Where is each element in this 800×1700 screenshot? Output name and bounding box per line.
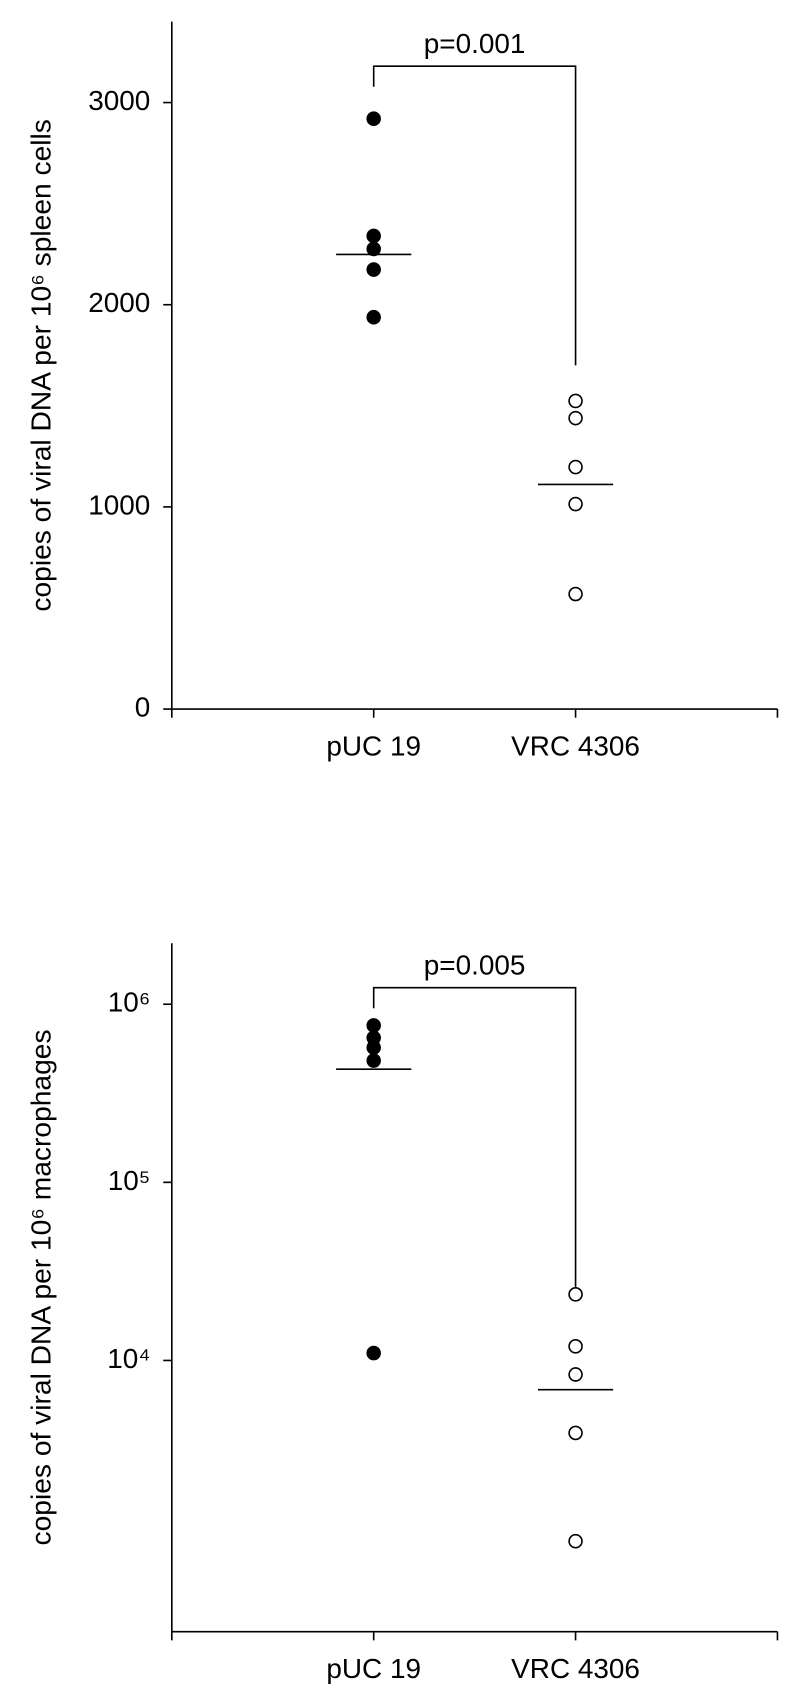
data-point [366, 241, 381, 257]
data-point [568, 410, 583, 426]
data-point [366, 111, 381, 127]
data-point [366, 309, 381, 325]
y-axis-label: copies of viral DNA per 10⁶ macrophages [25, 1029, 56, 1545]
y-axis-label: copies of viral DNA per 10⁶ spleen cells [25, 119, 56, 611]
y-tick-label: 10⁴ [107, 1343, 150, 1374]
y-tick-label: 3000 [88, 85, 150, 116]
data-point [366, 1040, 381, 1055]
data-point [568, 1533, 583, 1549]
x-tick-label: VRC 4306 [511, 1653, 640, 1684]
p-value: p=0.001 [424, 28, 526, 59]
x-tick-label: pUC 19 [326, 1653, 421, 1684]
data-point [568, 496, 583, 512]
y-tick-label: 10⁶ [108, 987, 151, 1018]
significance-bracket [372, 65, 577, 366]
data-point [568, 1287, 583, 1302]
data-point [366, 1345, 381, 1361]
data-point [366, 228, 381, 244]
data-point [568, 1425, 583, 1441]
significance-bracket [372, 986, 577, 1287]
data-point [568, 459, 583, 475]
p-value: p=0.005 [424, 949, 526, 980]
data-point [366, 262, 381, 277]
data-point [366, 1018, 381, 1033]
x-tick-label: VRC 4306 [511, 730, 640, 761]
y-tick-label: 10⁵ [108, 1165, 151, 1196]
y-tick-label: 0 [135, 691, 151, 722]
y-tick-label: 2000 [88, 287, 150, 318]
x-tick-label: pUC 19 [326, 730, 421, 761]
data-point [568, 1367, 583, 1382]
data-point [366, 1053, 381, 1068]
y-tick-label: 1000 [88, 489, 150, 520]
data-point [568, 393, 583, 409]
data-point [568, 1339, 583, 1354]
data-point [568, 586, 583, 602]
